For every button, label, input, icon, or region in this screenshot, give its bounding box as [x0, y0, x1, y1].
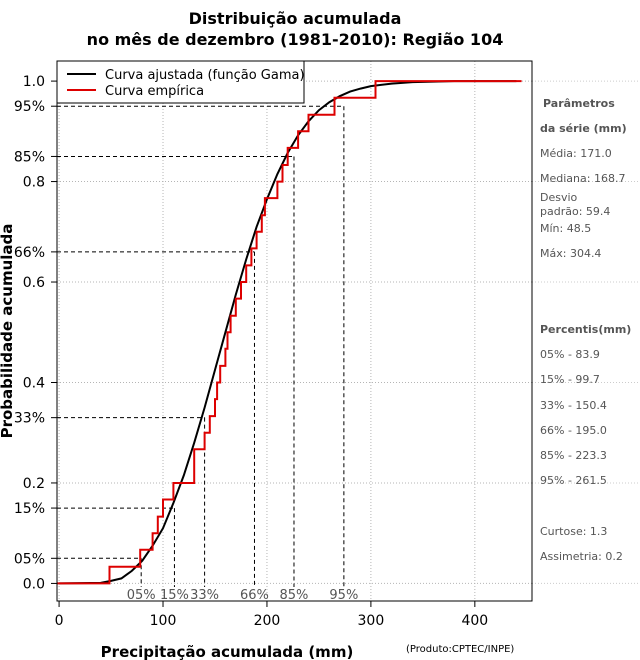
y-tick-label-3: 0.6	[23, 275, 45, 291]
grid	[57, 61, 640, 601]
legend-label-fitted: Curva ajustada (função Gama)	[105, 68, 305, 83]
y-axis-label: Probabilidade acumulada	[0, 224, 16, 439]
y-tick-label-0: 0.0	[23, 576, 45, 592]
x-axis-label: Precipitação acumulada (mm)	[101, 643, 354, 660]
percentil-15: 15% - 99.7	[540, 373, 600, 386]
pct-x-label-5: 95%	[329, 588, 358, 603]
percentil-85: 85% - 223.3	[540, 449, 607, 462]
pct-y-label-0: 05%	[14, 551, 45, 567]
pct-x-label-3: 66%	[240, 588, 269, 603]
axis-ticks: 0 100 200 300 4000.00.20.40.60.81.005%15%33%…	[14, 74, 488, 629]
percentil-05: 05% - 83.9	[540, 348, 600, 361]
stat-desvio-2: padrão: 59.4	[540, 205, 610, 218]
pct-y-label-5: 95%	[14, 99, 45, 115]
percentil-95: 95% - 261.5	[540, 474, 607, 487]
param-heading-1: Parâmetros	[543, 97, 615, 110]
percentil-33: 33% - 150.4	[540, 399, 607, 412]
chart-title-line2: no mês de dezembro (1981-2010): Região 1…	[87, 30, 504, 49]
stat-curtose: Curtose: 1.3	[540, 525, 607, 538]
stat-mediana: Mediana: 168.7	[540, 172, 625, 185]
pct-x-label-1: 15%	[160, 588, 189, 603]
empirical-step-curve	[57, 80, 522, 585]
percentis-heading: Percentis(mm)	[540, 323, 631, 336]
x-tick-label-1: 100	[150, 613, 177, 629]
legend-label-empirical: Curva empírica	[105, 84, 204, 99]
pct-y-label-2: 33%	[14, 411, 45, 427]
side-panel: Parâmetros da série (mm) Média: 171.0 Me…	[540, 97, 631, 563]
stat-assimetria: Assimetria: 0.2	[540, 550, 623, 563]
pct-x-label-4: 85%	[280, 588, 309, 603]
curves	[57, 80, 522, 585]
pct-x-label-0: 05%	[127, 588, 156, 603]
stat-min: Mín: 48.5	[540, 222, 591, 235]
x-tick-label-0: 0	[55, 613, 64, 629]
y-tick-label-1: 0.2	[23, 476, 45, 492]
percentil-66: 66% - 195.0	[540, 424, 607, 437]
pct-y-label-3: 66%	[14, 245, 45, 261]
stat-max: Máx: 304.4	[540, 247, 601, 260]
pct-x-label-2: 33%	[190, 588, 219, 603]
pct-y-label-4: 85%	[14, 149, 45, 165]
y-tick-label-4: 0.8	[23, 175, 45, 191]
y-tick-label-5: 1.0	[23, 74, 45, 90]
stat-media: Média: 171.0	[540, 147, 612, 160]
percentile-guides	[57, 105, 345, 587]
stat-desvio-1: Desvio	[540, 191, 578, 204]
x-tick-label-4: 400	[461, 613, 488, 629]
x-tick-label-2: 200	[254, 613, 281, 629]
x-tick-label-3: 300	[358, 613, 385, 629]
legend-box	[56, 60, 305, 104]
legend: Curva ajustada (função Gama) Curva empír…	[56, 60, 305, 104]
param-heading-2: da série (mm)	[540, 122, 627, 135]
chart-title-line1: Distribuição acumulada	[189, 9, 402, 28]
pct-y-label-1: 15%	[14, 501, 45, 517]
y-tick-label-2: 0.4	[23, 375, 45, 391]
credit-text: (Produto:CPTEC/INPE)	[406, 644, 514, 655]
